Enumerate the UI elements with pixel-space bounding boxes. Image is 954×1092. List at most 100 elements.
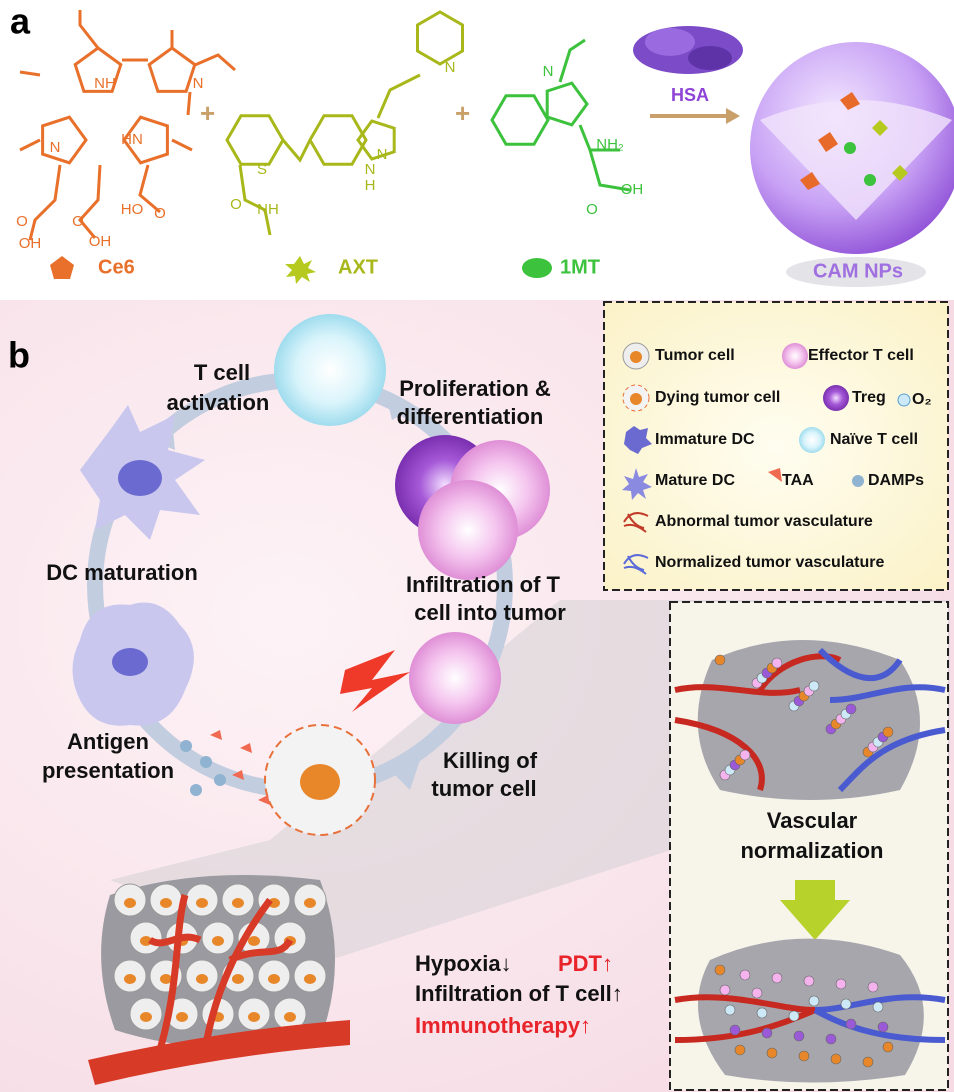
cell-dot — [882, 1041, 894, 1053]
arrow-head — [726, 108, 740, 124]
plus: + — [455, 98, 470, 128]
cycle-label: Antigen — [67, 729, 149, 754]
atom-label: N — [365, 161, 376, 178]
np-cutaway — [760, 100, 952, 220]
plus: + — [200, 98, 215, 128]
panel-label: b — [8, 335, 30, 376]
vascular-cells — [714, 654, 894, 1068]
outcome-arrow: ↑ — [580, 1013, 591, 1038]
outcome-text: PDT — [558, 951, 603, 976]
cell-dot — [761, 1027, 773, 1039]
atom-label: H — [365, 177, 376, 194]
light-bolt — [340, 650, 410, 712]
bond-ring — [545, 81, 589, 127]
cell-dot — [877, 1021, 889, 1033]
tumor-nucleus — [268, 898, 280, 908]
antigens — [180, 730, 270, 805]
cell-dot — [729, 1024, 741, 1036]
mature-dc — [80, 405, 205, 540]
bond — [171, 138, 193, 152]
legend-label: Naïve T cell — [830, 431, 918, 448]
tumor-nucleus — [140, 1012, 152, 1022]
bond — [78, 164, 102, 239]
abnormal-vessels — [674, 653, 842, 791]
tumor-nucleus — [176, 1012, 188, 1022]
tumor-nucleus — [248, 936, 260, 946]
cell-dot — [766, 1047, 778, 1059]
vascular-label: normalization — [740, 838, 883, 863]
1mt-icon — [522, 258, 552, 278]
tumor-nucleus — [196, 898, 208, 908]
tumor-nucleus — [304, 898, 316, 908]
bond — [78, 10, 100, 49]
molecule-name: 1MT — [560, 256, 600, 278]
bond — [558, 38, 586, 83]
cell-dot — [751, 987, 763, 999]
cell-dot — [867, 981, 879, 993]
cell-dot — [830, 1053, 842, 1065]
cell-dot — [739, 969, 751, 981]
cycle-label: Proliferation & — [399, 376, 551, 401]
tumor-nucleus — [268, 974, 280, 984]
bond — [19, 70, 41, 77]
outcome-text: Immunotherapy — [415, 1013, 581, 1038]
tumor-tissue — [697, 640, 920, 800]
bond — [194, 53, 236, 72]
cell-dot — [825, 1033, 837, 1045]
bond-ring — [122, 115, 169, 165]
atom-label: NH₂ — [596, 136, 624, 153]
molecule-name: Ce6 — [98, 256, 135, 278]
legend-label: O₂ — [912, 391, 932, 408]
molecule-name: AXT — [338, 256, 378, 278]
bond-ring — [356, 119, 396, 161]
carrier-label: HSA — [671, 85, 709, 105]
atom-label: N — [377, 146, 388, 163]
cycle-label: presentation — [42, 758, 174, 783]
outcome-arrow: ↑ — [612, 981, 623, 1006]
legend-label: TAA — [782, 472, 814, 489]
outcome: Immunotherapy↑ — [415, 1013, 591, 1038]
vascular-label: Vascular — [767, 808, 858, 833]
blood-vessel — [88, 1020, 350, 1085]
cell-dot — [845, 1018, 857, 1030]
legend-label: Abnormal tumor vasculature — [655, 513, 873, 530]
cycle-label: differentiation — [397, 404, 544, 429]
atom-label: O — [72, 213, 84, 230]
outcome-text: Hypoxia — [415, 951, 501, 976]
atom-label: N — [193, 75, 204, 92]
tumor-nucleus — [124, 898, 136, 908]
cell-dot — [835, 978, 847, 990]
atom-label: N — [50, 139, 61, 156]
bond — [281, 139, 312, 163]
atom-label: OH — [19, 235, 42, 252]
cell-dot — [739, 749, 751, 761]
legend-label: Effector T cell — [808, 347, 914, 364]
naive-t-cell — [274, 314, 386, 426]
tumor-nucleus — [232, 898, 244, 908]
product-label: CAM NPs — [813, 260, 903, 282]
normal-vessels-blue — [813, 994, 946, 1043]
atom-label: S — [257, 161, 267, 178]
bond — [376, 73, 421, 119]
bond — [238, 164, 272, 236]
immature-dc — [72, 602, 194, 726]
cell-dot — [714, 964, 726, 976]
cell-dot — [845, 703, 857, 715]
outcome-text: Infiltration of T cell — [415, 981, 612, 1006]
tumor-nucleus — [160, 974, 172, 984]
normal-vessels-red — [674, 994, 817, 1043]
cycle-label: activation — [167, 390, 270, 415]
atom-label: O — [154, 205, 166, 222]
tumor-nucleus — [300, 764, 340, 800]
cell-dot — [840, 998, 852, 1010]
legend-icons — [622, 342, 911, 575]
cell-dot — [771, 657, 783, 669]
ce6-icon — [50, 256, 74, 279]
cell-dot — [724, 1004, 736, 1016]
atom-label: N — [543, 63, 554, 80]
cell-dot — [803, 975, 815, 987]
atom-label: N — [445, 59, 456, 76]
tumor-nucleus — [212, 936, 224, 946]
bond-ring — [490, 94, 550, 146]
